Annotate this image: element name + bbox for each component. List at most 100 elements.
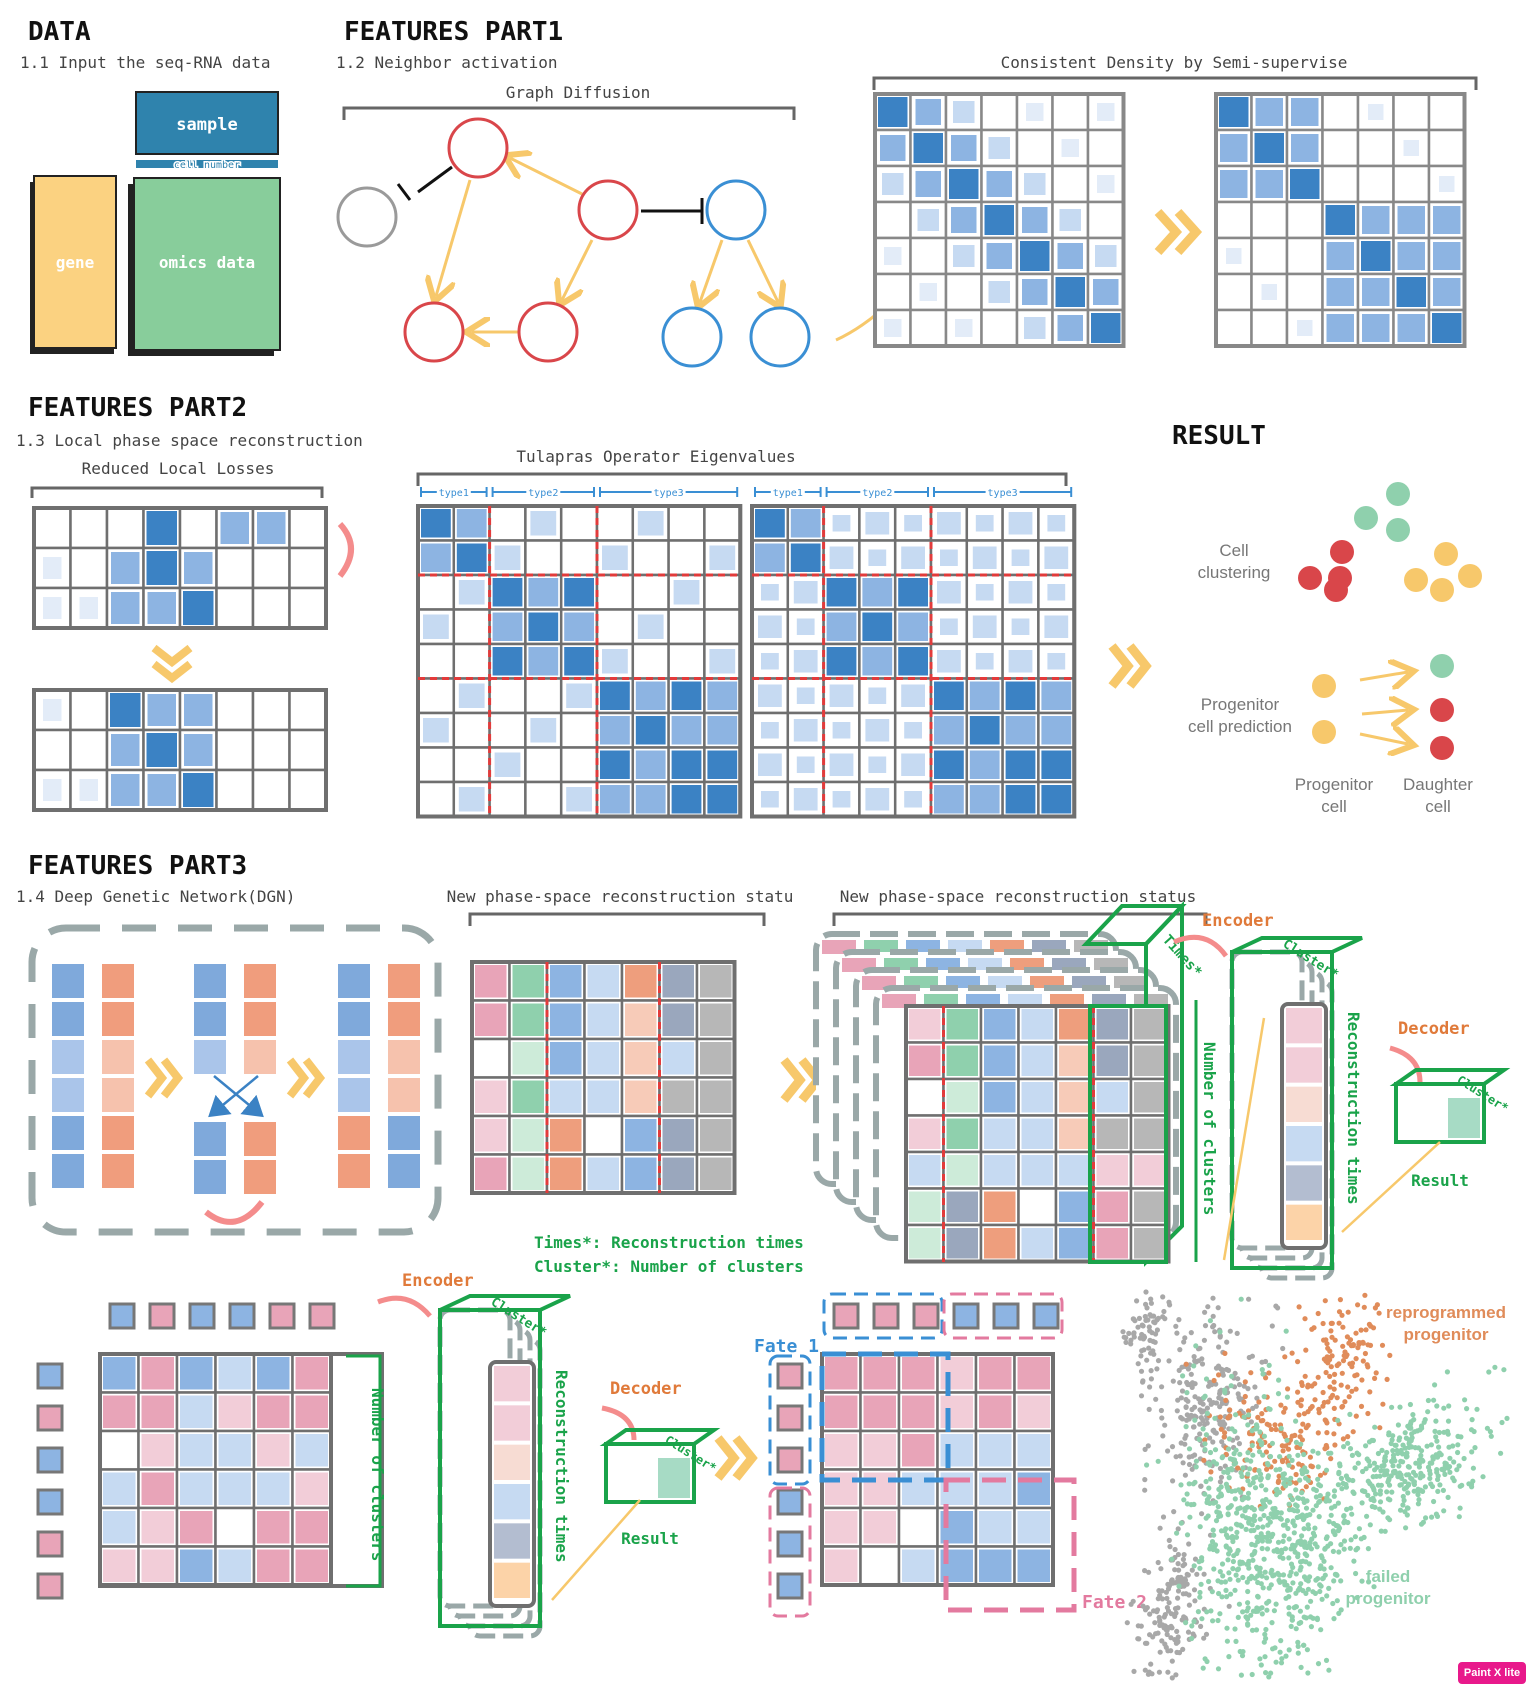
- matrix-cell: [32, 728, 72, 772]
- matrix-cell-fill: [755, 543, 785, 572]
- matrix-cell-fill: [1254, 133, 1284, 163]
- matrix-cell-fill: [587, 965, 619, 998]
- gene-block: [388, 964, 420, 998]
- matrix-cell-fill: [111, 734, 140, 766]
- matrix-cell-fill: [1017, 1549, 1050, 1582]
- matrix-cell-fill: [635, 785, 666, 814]
- matrix-cell: [667, 539, 706, 577]
- matrix-cell-fill: [550, 1157, 582, 1190]
- matrix-cell-fill: [902, 1549, 935, 1582]
- type-label: type2: [862, 488, 892, 499]
- matrix-cell: [69, 506, 109, 550]
- matrix-cell-fill: [825, 1511, 858, 1544]
- part1-section: FEATURES PART1 1.2 Neighbor activation G…: [336, 17, 1478, 368]
- matrix-cell: [1321, 92, 1360, 132]
- matrix-cell-fill: [550, 1119, 582, 1152]
- matrix-cell-fill: [218, 1395, 251, 1428]
- matrix-cell-fill: [1005, 681, 1036, 710]
- matrix-cell-fill: [909, 1118, 941, 1149]
- matrix-cell-fill: [1005, 785, 1036, 814]
- matrix-cell: [1086, 128, 1125, 168]
- matrix-cell: [703, 573, 742, 611]
- matrix-cell-fill: [868, 687, 887, 704]
- encoder-label: Encoder: [402, 1271, 474, 1291]
- matrix-cell-fill: [1220, 170, 1248, 198]
- matrix-cell-fill: [915, 171, 941, 197]
- matrix-cell-fill: [512, 1119, 544, 1152]
- matrix-cell-fill: [587, 1042, 619, 1075]
- matrix-cell: [288, 728, 328, 772]
- matrix-cell-fill: [295, 1395, 328, 1428]
- matrix-cell-fill: [901, 753, 925, 776]
- watermark-badge: Paint X lite: [1458, 1662, 1526, 1684]
- eigen-matrix-left: [416, 504, 743, 819]
- matrix-cell-fill: [566, 787, 592, 812]
- matrix-cell-fill: [637, 511, 664, 536]
- matrix-cell-fill: [673, 580, 700, 605]
- matrix-cell-fill: [868, 756, 887, 773]
- type-label: type1: [439, 488, 469, 499]
- matrix-cell: [251, 768, 291, 812]
- matrix-cell-fill: [528, 578, 559, 607]
- matrix-cell-fill: [625, 1119, 657, 1152]
- matrix-cell-fill: [423, 718, 449, 743]
- matrix-cell-fill: [904, 515, 922, 532]
- matrix-cell-fill: [790, 509, 821, 538]
- matrix-cell-fill: [1325, 205, 1355, 235]
- matrix-cell-fill: [826, 578, 857, 607]
- matrix-cell: [524, 746, 563, 784]
- matrix-cell-fill: [898, 612, 928, 641]
- matrix-cell-fill: [494, 545, 521, 570]
- matrix-cell-fill: [146, 511, 177, 545]
- matrix-cell-fill: [1291, 98, 1319, 126]
- matrix-cell: [1015, 128, 1054, 168]
- matrix-cell-fill: [1059, 1045, 1091, 1076]
- chevron-right-icon: [714, 1435, 758, 1481]
- matrix-cell-fill: [475, 965, 507, 998]
- matrix-cell-fill: [949, 169, 979, 199]
- matrix-cell-fill: [1255, 170, 1283, 198]
- matrix-cell-fill: [898, 578, 928, 607]
- gene-block: [338, 1154, 370, 1188]
- matrix-cell-fill: [147, 592, 176, 624]
- matrix-cell-fill: [796, 756, 815, 773]
- matrix-cell-fill: [1026, 103, 1044, 121]
- gene-block: [388, 1154, 420, 1188]
- matrix-cell-fill: [700, 1003, 732, 1036]
- matrix-cell-fill: [1326, 314, 1354, 342]
- matrix-cell-fill: [937, 512, 961, 535]
- matrix-cell-fill: [180, 1472, 213, 1505]
- matrix-cell: [1250, 308, 1289, 348]
- matrix-cell-fill: [180, 1357, 213, 1390]
- matrix-cell-fill: [1041, 750, 1072, 779]
- matrix-cell-fill: [257, 1472, 290, 1505]
- matrix-cell-fill: [1134, 1009, 1166, 1040]
- gene-block: [338, 1116, 370, 1150]
- recon-caption-a: New phase-space reconstruction statu: [447, 887, 794, 906]
- matrix-cell-fill: [1291, 134, 1319, 162]
- matrix-cell-fill: [940, 1357, 973, 1390]
- matrix-cell-fill: [530, 718, 557, 743]
- encoder-block-top: Reconstruction timesCluster*EncoderDecod…: [1172, 911, 1511, 1281]
- legend-times: Times*: Reconstruction times: [534, 1233, 804, 1252]
- gene-block: [338, 1040, 370, 1074]
- matrix-cell-fill: [218, 1357, 251, 1390]
- matrix-cell-fill: [141, 1549, 174, 1582]
- matrix-cell-fill: [1397, 206, 1425, 234]
- matrix-cell-fill: [825, 1395, 858, 1428]
- progenitor-prediction-label-2: cell prediction: [1188, 717, 1292, 736]
- matrix-cell-fill: [937, 581, 961, 604]
- matrix-cell: [703, 608, 742, 646]
- matrix-cell: [488, 677, 527, 715]
- matrix-cell-fill: [180, 1511, 213, 1544]
- matrix-cell: [288, 506, 328, 550]
- matrix-cell-fill: [512, 1003, 544, 1036]
- matrix-cell-fill: [257, 1357, 290, 1390]
- matrix-cell-fill: [43, 779, 62, 801]
- matrix-cell: [251, 728, 291, 772]
- matrix-cell: [215, 586, 255, 630]
- matrix-cell-fill: [826, 647, 857, 676]
- matrix-cell-fill: [184, 734, 213, 766]
- matrix-cell: [1214, 272, 1253, 312]
